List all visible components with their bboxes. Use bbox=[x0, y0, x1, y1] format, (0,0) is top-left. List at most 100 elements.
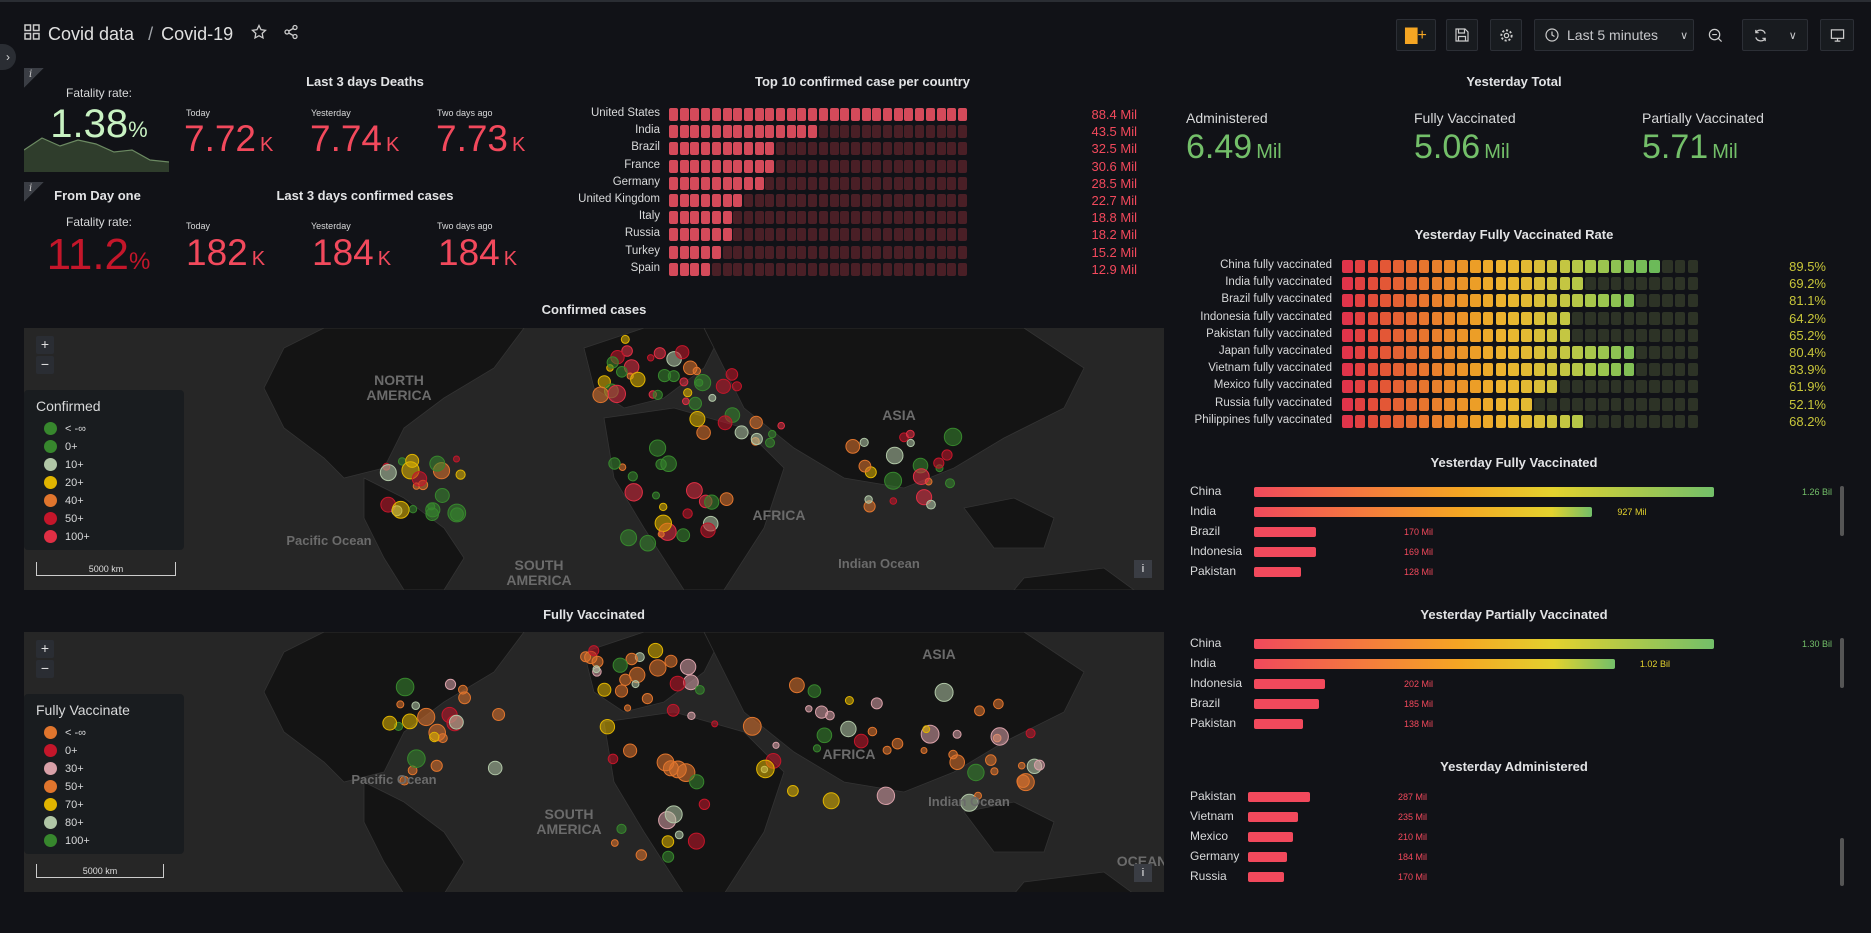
map-marker[interactable] bbox=[657, 369, 672, 383]
expand-sidebar-button[interactable]: › bbox=[0, 44, 16, 70]
star-icon[interactable] bbox=[251, 23, 268, 45]
map-marker[interactable] bbox=[683, 388, 693, 398]
dashboard-settings-button[interactable] bbox=[1490, 19, 1522, 51]
map-marker[interactable] bbox=[492, 708, 506, 721]
map-marker[interactable] bbox=[679, 377, 689, 387]
share-icon[interactable] bbox=[283, 24, 299, 45]
dashboard-title[interactable]: Covid-19 bbox=[161, 24, 234, 44]
map-marker[interactable] bbox=[734, 425, 749, 440]
map-marker[interactable] bbox=[674, 830, 684, 840]
map-marker[interactable] bbox=[608, 457, 621, 470]
map-marker[interactable] bbox=[952, 729, 962, 739]
map-marker[interactable] bbox=[429, 731, 440, 743]
map-marker[interactable] bbox=[417, 707, 436, 727]
map-marker[interactable] bbox=[396, 700, 405, 709]
map-marker[interactable] bbox=[455, 469, 466, 480]
map-marker[interactable] bbox=[960, 793, 979, 812]
map-marker[interactable] bbox=[692, 366, 701, 376]
map-marker[interactable] bbox=[967, 763, 985, 782]
map-marker[interactable] bbox=[444, 678, 457, 691]
map-marker[interactable] bbox=[885, 446, 904, 465]
map-marker[interactable] bbox=[912, 468, 930, 486]
zoom-in-button[interactable]: + bbox=[36, 336, 54, 354]
map-marker[interactable] bbox=[750, 432, 763, 446]
map-marker[interactable] bbox=[695, 685, 705, 695]
map-marker[interactable] bbox=[711, 720, 719, 728]
map-marker[interactable] bbox=[625, 652, 638, 666]
map-marker[interactable] bbox=[657, 530, 665, 538]
map-marker[interactable] bbox=[768, 429, 777, 439]
time-range-picker[interactable]: Last 5 minutes ∨ bbox=[1534, 19, 1694, 51]
map-marker[interactable] bbox=[974, 705, 985, 717]
scrollbar[interactable] bbox=[1840, 638, 1844, 688]
map-marker[interactable] bbox=[731, 381, 743, 392]
map-marker[interactable] bbox=[864, 495, 873, 504]
map-marker[interactable] bbox=[399, 775, 410, 786]
map-marker[interactable] bbox=[749, 415, 763, 430]
map-marker[interactable] bbox=[379, 464, 397, 482]
map-marker[interactable] bbox=[382, 715, 398, 731]
map-marker[interactable] bbox=[905, 429, 915, 439]
map-marker[interactable] bbox=[624, 483, 643, 502]
map-marker[interactable] bbox=[641, 693, 654, 705]
refresh-button[interactable]: ∨ bbox=[1742, 19, 1808, 51]
add-panel-button[interactable]: ▇+ bbox=[1396, 19, 1436, 51]
map-marker[interactable] bbox=[639, 534, 657, 552]
map-marker[interactable] bbox=[945, 478, 955, 489]
map-marker[interactable] bbox=[679, 658, 697, 676]
map-marker[interactable] bbox=[411, 471, 428, 487]
zoom-out-button[interactable]: − bbox=[36, 660, 54, 678]
map-marker[interactable] bbox=[623, 743, 638, 758]
map-marker[interactable] bbox=[689, 411, 706, 427]
map-marker[interactable] bbox=[676, 528, 691, 543]
breadcrumb-folder[interactable]: Covid data bbox=[48, 24, 135, 44]
map-marker[interactable] bbox=[607, 384, 626, 404]
map-marker[interactable] bbox=[430, 759, 443, 772]
zoom-out-button[interactable]: − bbox=[36, 356, 54, 374]
map-marker[interactable] bbox=[1016, 773, 1035, 792]
map-marker[interactable] bbox=[649, 439, 667, 457]
map-marker[interactable] bbox=[610, 839, 619, 847]
map-marker[interactable] bbox=[588, 645, 600, 657]
map-marker[interactable] bbox=[708, 393, 717, 402]
map-marker[interactable] bbox=[891, 737, 904, 750]
map-marker[interactable] bbox=[425, 502, 441, 518]
map-marker[interactable] bbox=[682, 508, 693, 519]
map-marker[interactable] bbox=[772, 741, 780, 749]
map-marker[interactable] bbox=[655, 458, 667, 471]
map-attribution-button[interactable]: i bbox=[1134, 560, 1152, 578]
confirmed-world-map[interactable]: NORTH AMERICA SOUTH AMERICA AFRICA ASIA Paci… bbox=[24, 328, 1164, 590]
map-marker[interactable] bbox=[620, 529, 638, 547]
map-marker[interactable] bbox=[717, 415, 733, 431]
map-marker[interactable] bbox=[1033, 759, 1045, 771]
map-marker[interactable] bbox=[700, 522, 716, 538]
map-marker[interactable] bbox=[669, 675, 686, 692]
map-marker[interactable] bbox=[882, 745, 892, 755]
map-marker[interactable] bbox=[592, 665, 601, 674]
map-marker[interactable] bbox=[614, 684, 629, 698]
map-marker[interactable] bbox=[647, 642, 664, 659]
map-marker[interactable] bbox=[616, 823, 627, 834]
map-marker[interactable] bbox=[993, 698, 1004, 710]
map-marker[interactable] bbox=[696, 425, 711, 440]
map-marker[interactable] bbox=[408, 505, 418, 514]
map-marker[interactable] bbox=[974, 791, 982, 800]
map-marker[interactable] bbox=[756, 759, 775, 779]
map-marker[interactable] bbox=[395, 677, 415, 697]
map-marker[interactable] bbox=[985, 754, 997, 766]
scrollbar[interactable] bbox=[1840, 486, 1844, 536]
map-marker[interactable] bbox=[889, 497, 898, 505]
map-marker[interactable] bbox=[453, 455, 460, 463]
map-marker[interactable] bbox=[620, 334, 630, 344]
map-marker[interactable] bbox=[812, 744, 822, 753]
map-attribution-button[interactable]: i bbox=[1134, 864, 1152, 882]
map-marker[interactable] bbox=[647, 354, 655, 362]
map-marker[interactable] bbox=[635, 849, 647, 861]
zoom-out-button[interactable] bbox=[1700, 19, 1730, 51]
map-marker[interactable] bbox=[624, 704, 632, 712]
map-marker[interactable] bbox=[688, 396, 702, 411]
map-marker[interactable] bbox=[458, 691, 472, 705]
map-marker[interactable] bbox=[884, 471, 903, 490]
map-marker[interactable] bbox=[807, 684, 822, 698]
map-marker[interactable] bbox=[933, 457, 945, 469]
